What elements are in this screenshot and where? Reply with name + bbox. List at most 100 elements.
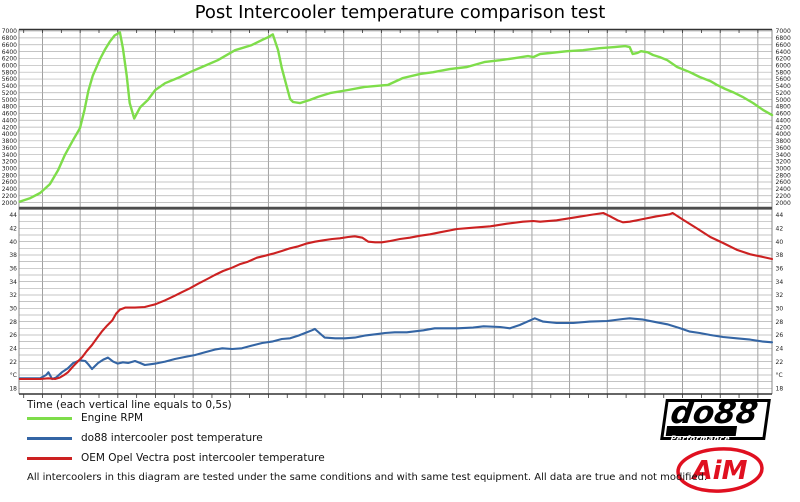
svg-text:2200: 2200 (2, 193, 17, 200)
svg-text:5400: 5400 (2, 83, 17, 90)
svg-text:28: 28 (776, 319, 784, 326)
svg-text:34: 34 (776, 279, 784, 286)
svg-text:6800: 6800 (776, 35, 791, 42)
svg-text:3000: 3000 (776, 165, 791, 172)
svg-text:6800: 6800 (2, 35, 17, 42)
legend-line-icon (27, 416, 72, 420)
svg-text:36: 36 (776, 266, 784, 273)
svg-text:7000: 7000 (776, 28, 791, 35)
svg-text:°C: °C (776, 372, 783, 379)
do88-logo-bar: Performance (665, 426, 738, 443)
svg-text:3400: 3400 (776, 152, 791, 159)
aim-logo: AiM (676, 447, 764, 493)
svg-text:24: 24 (9, 346, 17, 353)
svg-text:4000: 4000 (2, 131, 17, 138)
svg-text:6000: 6000 (776, 63, 791, 70)
chart-legend: Engine RPM do88 intercooler post tempera… (27, 408, 325, 468)
aim-logo-oval (676, 447, 764, 493)
svg-text:2800: 2800 (776, 172, 791, 179)
svg-text:4400: 4400 (776, 117, 791, 124)
svg-text:2000: 2000 (776, 200, 791, 207)
svg-text:3600: 3600 (776, 145, 791, 152)
svg-text:°C: °C (10, 372, 17, 379)
svg-text:44: 44 (776, 212, 784, 219)
svg-text:4600: 4600 (776, 111, 791, 118)
svg-text:30: 30 (776, 306, 784, 313)
svg-text:5600: 5600 (2, 76, 17, 83)
svg-text:5000: 5000 (2, 97, 17, 104)
svg-text:22: 22 (9, 359, 17, 366)
legend-item-engine-rpm: Engine RPM (27, 408, 325, 428)
svg-text:2600: 2600 (2, 179, 17, 186)
svg-text:5800: 5800 (776, 69, 791, 76)
svg-text:6400: 6400 (2, 49, 17, 56)
svg-text:2600: 2600 (776, 179, 791, 186)
svg-text:4600: 4600 (2, 111, 17, 118)
svg-text:42: 42 (776, 226, 784, 233)
svg-text:40: 40 (9, 239, 17, 246)
svg-text:6200: 6200 (776, 56, 791, 63)
svg-text:18: 18 (9, 386, 17, 393)
svg-text:5400: 5400 (776, 83, 791, 90)
svg-text:30: 30 (9, 306, 17, 313)
do88-logo-subtext: Performance (669, 434, 731, 443)
svg-text:6600: 6600 (776, 42, 791, 49)
svg-text:2400: 2400 (776, 186, 791, 193)
svg-text:44: 44 (9, 212, 17, 219)
legend-item-do88-temp: do88 intercooler post temperature (27, 428, 325, 448)
legend-label: Engine RPM (81, 412, 144, 424)
svg-text:38: 38 (776, 252, 784, 259)
svg-text:4400: 4400 (2, 117, 17, 124)
legend-line-icon (27, 436, 72, 440)
svg-text:3000: 3000 (2, 165, 17, 172)
svg-text:4200: 4200 (776, 124, 791, 131)
svg-text:2800: 2800 (2, 172, 17, 179)
svg-text:36: 36 (9, 266, 17, 273)
svg-text:3800: 3800 (2, 138, 17, 145)
svg-text:3200: 3200 (776, 159, 791, 166)
svg-text:4800: 4800 (776, 104, 791, 111)
legend-item-oem-temp: OEM Opel Vectra post intercooler tempera… (27, 448, 325, 468)
svg-text:22: 22 (776, 359, 784, 366)
legend-label: OEM Opel Vectra post intercooler tempera… (81, 452, 325, 464)
svg-text:4800: 4800 (2, 104, 17, 111)
svg-text:40: 40 (776, 239, 784, 246)
svg-text:2000: 2000 (2, 200, 17, 207)
svg-text:6000: 6000 (2, 63, 17, 70)
x-axis-label: Time (each vertical line equals to 0,5s) (27, 399, 232, 411)
svg-text:4200: 4200 (2, 124, 17, 131)
svg-text:24: 24 (776, 346, 784, 353)
svg-text:26: 26 (9, 332, 17, 339)
footer-disclaimer: All intercoolers in this diagram are tes… (27, 472, 708, 483)
svg-text:7000: 7000 (2, 28, 17, 35)
do88-performance-logo: do88 Performance (660, 395, 771, 443)
svg-text:28: 28 (9, 319, 17, 326)
svg-text:3600: 3600 (2, 145, 17, 152)
page-title: Post Intercooler temperature comparison … (194, 2, 606, 23)
svg-text:3800: 3800 (776, 138, 791, 145)
legend-line-icon (27, 456, 72, 460)
svg-text:26: 26 (776, 332, 784, 339)
svg-text:6400: 6400 (776, 49, 791, 56)
svg-text:18: 18 (776, 386, 784, 393)
svg-text:2200: 2200 (776, 193, 791, 200)
svg-text:5800: 5800 (2, 69, 17, 76)
svg-text:32: 32 (776, 292, 784, 299)
svg-text:42: 42 (9, 226, 17, 233)
svg-text:34: 34 (9, 279, 17, 286)
svg-text:3400: 3400 (2, 152, 17, 159)
svg-text:5000: 5000 (776, 97, 791, 104)
svg-text:4000: 4000 (776, 131, 791, 138)
do88-logo-text: do88 (668, 395, 761, 431)
aim-logo-text: AiM (691, 456, 748, 486)
svg-text:5600: 5600 (776, 76, 791, 83)
legend-label: do88 intercooler post temperature (81, 432, 263, 444)
svg-text:38: 38 (9, 252, 17, 259)
svg-text:6200: 6200 (2, 56, 17, 63)
svg-text:3200: 3200 (2, 159, 17, 166)
svg-text:32: 32 (9, 292, 17, 299)
svg-text:6600: 6600 (2, 42, 17, 49)
svg-text:5200: 5200 (776, 90, 791, 97)
svg-text:2400: 2400 (2, 186, 17, 193)
